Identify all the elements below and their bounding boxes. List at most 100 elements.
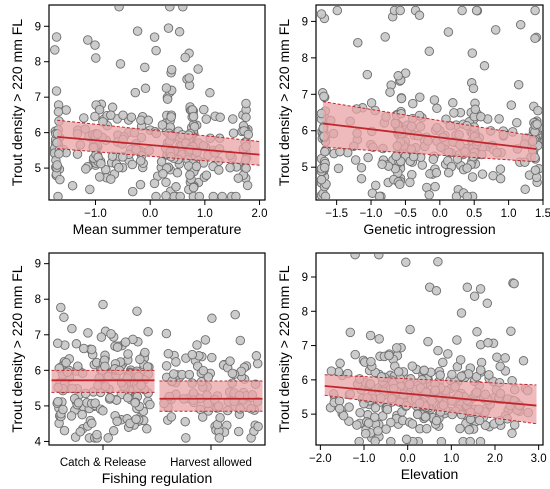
data-point-289 xyxy=(470,104,481,115)
data-point-319 xyxy=(455,423,465,434)
data-point-31 xyxy=(436,436,447,444)
data-point-271 xyxy=(149,178,160,189)
scatter-points xyxy=(52,299,263,443)
data-point-86 xyxy=(77,409,87,420)
data-point-161 xyxy=(417,160,428,170)
data-point-315 xyxy=(374,334,384,344)
data-point-313 xyxy=(166,64,177,75)
data-point-127 xyxy=(120,337,131,347)
data-point-287 xyxy=(135,156,146,166)
ci-lower xyxy=(322,146,537,163)
data-point-90 xyxy=(123,393,133,403)
data-point-302 xyxy=(353,37,363,48)
x-tick-label: 2.0 xyxy=(252,208,268,220)
data-point-266 xyxy=(106,110,116,120)
data-point-320 xyxy=(532,119,542,129)
data-point-19 xyxy=(163,23,174,33)
y-tick-label: 5 xyxy=(302,162,308,174)
data-point-305 xyxy=(433,345,443,356)
y-axis-title: Trout density > 220 mm FL xyxy=(9,19,25,186)
chart-panel-2: 5 6 7 8 9 −1.5 −1.0 −0.5 0.0 0.5 1.0 1.5 Genetic int… xyxy=(276,4,550,237)
data-point-188 xyxy=(484,370,494,380)
data-point-226 xyxy=(369,412,380,422)
x-tick-label: Catch & Release xyxy=(60,457,146,469)
data-point-272 xyxy=(449,108,459,118)
data-point-214 xyxy=(114,162,124,173)
data-point-194 xyxy=(233,173,244,183)
plot-area xyxy=(50,6,260,199)
data-point-162 xyxy=(75,427,85,437)
data-point-199 xyxy=(350,155,361,165)
data-point-307 xyxy=(106,174,116,184)
data-point-33 xyxy=(518,356,529,366)
data-point-92 xyxy=(363,152,373,163)
data-point-256 xyxy=(241,112,251,123)
data-point-208 xyxy=(533,105,542,116)
data-point-264 xyxy=(207,352,217,363)
data-point-240 xyxy=(166,412,177,422)
data-point-270 xyxy=(127,159,138,170)
data-point-251 xyxy=(72,149,83,159)
y-tick-label: 6 xyxy=(302,375,308,387)
data-point-146 xyxy=(407,361,418,371)
data-point-129 xyxy=(61,357,71,368)
data-point-260 xyxy=(140,62,150,73)
data-point-314 xyxy=(474,415,485,426)
data-point-186 xyxy=(405,177,415,188)
data-point-62 xyxy=(106,329,116,339)
data-point-80 xyxy=(108,426,119,436)
data-point-300 xyxy=(424,190,434,199)
data-point-132 xyxy=(130,87,141,98)
data-point-278 xyxy=(225,356,235,366)
data-point-156 xyxy=(344,402,354,412)
data-point-256 xyxy=(428,154,439,165)
data-point-239 xyxy=(188,111,199,122)
x-tick-label: Harvest allowed xyxy=(170,457,252,469)
data-point-283 xyxy=(181,433,191,443)
data-point-135 xyxy=(140,83,151,94)
data-point-292 xyxy=(319,162,330,173)
data-point-28 xyxy=(145,399,155,410)
data-point-322 xyxy=(143,115,154,126)
plot-area xyxy=(51,299,263,443)
data-point-231 xyxy=(506,326,516,336)
data-point-274 xyxy=(320,191,331,199)
data-point-327 xyxy=(90,111,100,122)
data-point-312 xyxy=(345,327,356,338)
data-point-275 xyxy=(230,309,240,320)
data-point-63 xyxy=(408,98,418,109)
data-point-101 xyxy=(479,61,490,71)
data-point-304 xyxy=(162,94,173,104)
data-point-286 xyxy=(419,365,429,376)
y-tick-label: 7 xyxy=(35,330,41,342)
data-point-270 xyxy=(334,403,345,414)
data-point-138 xyxy=(430,181,440,192)
data-point-110 xyxy=(352,420,362,430)
data-point-181 xyxy=(86,344,97,355)
data-point-75 xyxy=(66,411,77,421)
data-point-239 xyxy=(431,167,442,178)
data-point-142 xyxy=(52,338,63,349)
data-point-291 xyxy=(455,355,466,365)
plot-frame xyxy=(48,252,266,446)
data-point-219 xyxy=(421,423,432,434)
y-tick-label: 8 xyxy=(302,53,308,65)
data-point-171 xyxy=(90,40,100,50)
data-point-313 xyxy=(363,418,374,428)
data-point-268 xyxy=(494,114,504,124)
data-point-183 xyxy=(482,298,493,309)
data-point-257 xyxy=(208,191,219,199)
data-point-255 xyxy=(326,366,337,376)
data-point-150 xyxy=(79,113,89,123)
data-point-263 xyxy=(118,110,128,120)
chart-panel-3: 4 5 6 7 8 9 Catch & Release Harvest allowedFish… xyxy=(9,252,266,486)
data-point-315 xyxy=(467,172,478,182)
data-point-288 xyxy=(52,160,62,170)
data-point-240 xyxy=(476,111,486,122)
data-point-324 xyxy=(391,343,402,353)
data-point-165 xyxy=(135,354,145,365)
fit-line xyxy=(322,122,537,150)
y-tick-label: 6 xyxy=(35,128,41,140)
data-point-204 xyxy=(201,170,212,180)
